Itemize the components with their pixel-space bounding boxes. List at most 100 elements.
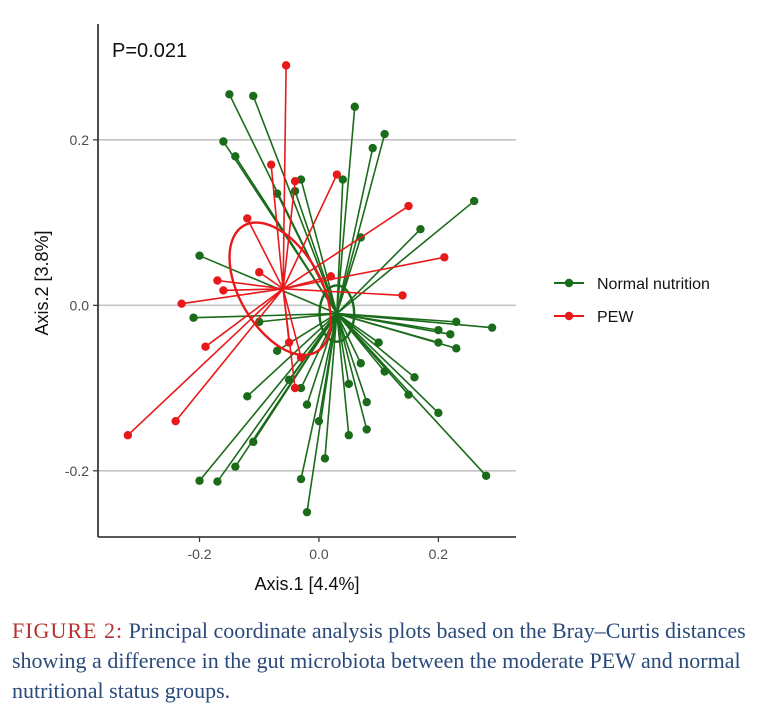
data-point bbox=[374, 338, 383, 347]
spider-line bbox=[252, 95, 338, 314]
confidence-ellipse bbox=[228, 221, 332, 357]
data-point bbox=[231, 462, 240, 471]
y-axis-title: Axis.2 [3.8%] bbox=[32, 230, 52, 335]
data-point bbox=[296, 353, 306, 362]
data-point bbox=[344, 379, 353, 389]
spider-line bbox=[282, 174, 338, 290]
legend-label: PEW bbox=[597, 309, 634, 326]
data-point bbox=[338, 175, 348, 184]
data-point bbox=[362, 425, 371, 434]
spider-line bbox=[336, 312, 493, 329]
grid-lines bbox=[98, 139, 516, 472]
figure-caption: FIGURE 2: Principal coordinate analysis … bbox=[12, 616, 752, 706]
x-tick-label: 0.2 bbox=[429, 546, 449, 562]
data-point bbox=[296, 474, 306, 484]
data-point bbox=[380, 129, 389, 139]
data-point bbox=[266, 160, 276, 169]
data-point bbox=[219, 286, 228, 295]
data-point bbox=[225, 90, 234, 99]
data-point bbox=[326, 272, 336, 281]
spider-line bbox=[336, 313, 350, 385]
data-point bbox=[302, 507, 312, 517]
data-point bbox=[410, 373, 419, 382]
data-point bbox=[255, 268, 264, 277]
spider-line bbox=[336, 313, 368, 403]
spider-line bbox=[336, 312, 451, 336]
data-point bbox=[243, 392, 252, 401]
data-point bbox=[290, 383, 300, 393]
data-point bbox=[177, 299, 186, 308]
spider-line bbox=[127, 288, 284, 436]
spider-line bbox=[217, 279, 284, 290]
spider-line bbox=[270, 164, 284, 289]
spider-line bbox=[258, 271, 284, 290]
spider-line bbox=[259, 312, 337, 323]
data-point bbox=[213, 276, 222, 285]
spider-line bbox=[282, 65, 287, 289]
spider-line bbox=[306, 313, 338, 513]
plot-series bbox=[123, 61, 497, 517]
data-point bbox=[195, 476, 204, 485]
series-normal-nutrition bbox=[189, 90, 497, 517]
spider-line bbox=[205, 288, 284, 348]
data-point bbox=[284, 338, 294, 347]
spider-line bbox=[294, 190, 338, 314]
data-point bbox=[446, 330, 455, 339]
data-point bbox=[404, 390, 413, 399]
x-axis-title: Axis.1 [4.4%] bbox=[254, 574, 359, 594]
confidence-ellipse bbox=[318, 284, 356, 343]
data-point bbox=[314, 416, 324, 426]
legend-label: Normal nutrition bbox=[597, 276, 710, 293]
data-point bbox=[296, 383, 306, 393]
data-point bbox=[249, 437, 258, 447]
legend: Normal nutrition PEW bbox=[554, 276, 710, 326]
spider-line bbox=[336, 200, 475, 315]
spider-line bbox=[336, 313, 439, 414]
spider-line bbox=[336, 313, 350, 436]
data-point bbox=[272, 189, 282, 198]
data-point bbox=[434, 408, 443, 418]
spider-line bbox=[282, 256, 445, 290]
spider-line bbox=[306, 313, 338, 405]
y-tick-label: 0.2 bbox=[70, 132, 90, 148]
data-point bbox=[380, 367, 389, 376]
data-point bbox=[440, 253, 449, 262]
data-point bbox=[452, 317, 461, 327]
data-point bbox=[470, 196, 479, 206]
spider-line bbox=[181, 287, 284, 305]
data-point bbox=[243, 214, 252, 223]
x-tick-label: -0.2 bbox=[187, 546, 211, 562]
p-value-annotation: P=0.021 bbox=[112, 40, 187, 62]
spider-line bbox=[300, 179, 338, 314]
spider-line bbox=[283, 287, 403, 297]
spider-line bbox=[175, 288, 284, 422]
data-point bbox=[231, 152, 240, 161]
data-point bbox=[171, 416, 180, 426]
spider-line bbox=[199, 254, 338, 315]
data-point bbox=[272, 346, 282, 356]
data-point bbox=[302, 400, 312, 409]
data-point bbox=[195, 251, 204, 260]
y-tick-label: 0.0 bbox=[70, 297, 90, 313]
data-point bbox=[189, 313, 198, 322]
pcoa-figure: -0.2 0.0 0.2 -0.2 0.0 0.2 P=0.021 Axis.1 [4.4… bbox=[32, 24, 710, 594]
legend-marker bbox=[564, 311, 574, 321]
spider-line bbox=[336, 313, 362, 364]
spider-line bbox=[282, 275, 332, 290]
spider-line bbox=[324, 313, 338, 459]
data-point bbox=[416, 225, 425, 234]
spider-line bbox=[282, 205, 409, 290]
data-point bbox=[434, 325, 443, 335]
data-point bbox=[452, 344, 461, 353]
data-point bbox=[344, 431, 353, 440]
legend-marker bbox=[564, 278, 574, 288]
data-point bbox=[201, 342, 210, 351]
spider-line bbox=[246, 218, 284, 290]
data-point bbox=[404, 201, 413, 211]
data-point bbox=[398, 291, 407, 300]
data-point bbox=[281, 61, 291, 70]
axis-ticks: -0.2 0.0 0.2 -0.2 0.0 0.2 bbox=[65, 132, 448, 562]
spider-line bbox=[336, 133, 386, 314]
data-point bbox=[219, 137, 228, 146]
spider-line bbox=[216, 313, 338, 483]
